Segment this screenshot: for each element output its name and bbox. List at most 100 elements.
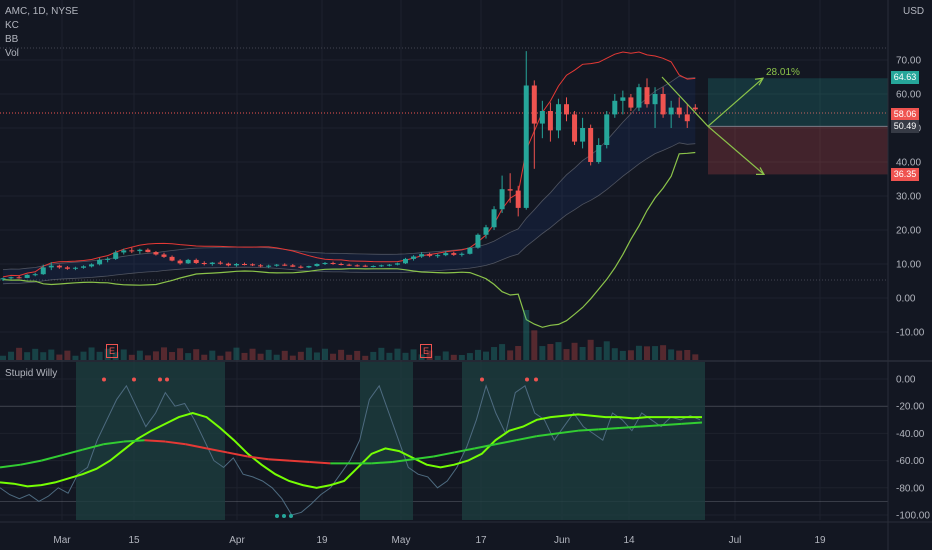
candle-body xyxy=(475,234,481,248)
volume-bar xyxy=(579,347,586,360)
volume-bar xyxy=(402,352,409,360)
candle-body xyxy=(330,262,336,264)
candle-body xyxy=(258,265,264,267)
chart-title[interactable]: AMC, 1D, NYSE xyxy=(5,6,79,17)
x-tick-label: 19 xyxy=(814,535,826,546)
candle-body xyxy=(209,262,215,264)
bands-layer xyxy=(2,51,696,328)
volume-bar xyxy=(152,351,159,360)
volume-bar xyxy=(370,351,377,360)
stop-zone xyxy=(708,126,888,175)
overbought-dot xyxy=(480,377,484,382)
volume-bar xyxy=(595,347,602,360)
volume-bar xyxy=(209,350,216,360)
volume-bars xyxy=(0,310,699,360)
volume-bar xyxy=(660,345,667,360)
volume-bar xyxy=(499,344,506,360)
volume-bar xyxy=(161,347,167,360)
volume-bar xyxy=(571,342,578,360)
oscillator-slow-segment xyxy=(226,451,248,458)
candle-body xyxy=(555,104,561,131)
volume-bar xyxy=(225,351,232,360)
candle-body xyxy=(16,277,22,279)
vol-legend[interactable]: Vol xyxy=(5,48,19,59)
volume-bar xyxy=(346,354,353,360)
earnings-marker-1[interactable]: E xyxy=(106,344,118,358)
volume-bar xyxy=(394,348,401,360)
oscillator-slow-segment xyxy=(371,460,393,465)
volume-bar xyxy=(305,347,312,360)
candle-body xyxy=(105,258,111,260)
volume-bar xyxy=(434,355,441,360)
candle-body xyxy=(129,250,135,252)
volume-bar xyxy=(563,349,570,360)
volume-bar xyxy=(313,352,320,360)
volume-bar xyxy=(24,352,31,360)
oscillator-slow-segment xyxy=(454,447,476,454)
overbought-dot xyxy=(102,377,106,382)
volume-bar xyxy=(523,310,530,360)
bb-upper-line xyxy=(2,51,696,278)
volume-bar xyxy=(128,354,135,360)
oscillator-slow-segment xyxy=(103,440,125,446)
bb-legend[interactable]: BB xyxy=(5,34,19,45)
oscillator-slow-segment xyxy=(20,459,42,466)
volume-bar xyxy=(587,339,594,360)
candle-body xyxy=(668,107,674,115)
volume-bar xyxy=(611,348,618,360)
volume-bar xyxy=(652,346,659,360)
candle-body xyxy=(290,265,296,267)
kc-legend[interactable]: KC xyxy=(5,20,19,31)
candle-body xyxy=(72,267,78,269)
volume-bar xyxy=(668,349,675,360)
candle-body xyxy=(483,227,489,235)
volume-bar xyxy=(0,355,6,360)
position-annotation[interactable] xyxy=(661,76,888,176)
volume-bar xyxy=(88,347,95,360)
candle-body xyxy=(185,259,191,264)
oscillator-slow-segment xyxy=(268,458,290,462)
candle-body xyxy=(137,249,143,252)
candle-body xyxy=(0,278,6,280)
volume-bar xyxy=(644,346,650,360)
volume-bar xyxy=(547,343,554,360)
oscillator-slow-segment xyxy=(660,422,682,427)
price-tag-stop: 36.35 xyxy=(891,168,919,181)
candle-body xyxy=(467,247,473,254)
volume-bar xyxy=(474,349,481,360)
target-zone xyxy=(708,78,888,127)
x-tick-label: May xyxy=(392,535,411,546)
osc-y-tick-label: 0.00 xyxy=(896,375,916,386)
y-tick-label: 30.00 xyxy=(896,192,921,203)
x-tick-label: Apr xyxy=(229,535,245,546)
volume-bar xyxy=(338,349,345,360)
volume-bar xyxy=(96,351,103,360)
candle-body xyxy=(362,265,368,267)
volume-bar xyxy=(330,353,337,360)
volume-bar xyxy=(120,349,127,360)
volume-bar xyxy=(619,350,626,360)
candle-body xyxy=(89,264,95,267)
volume-bar xyxy=(539,346,546,360)
volume-bar xyxy=(297,351,304,360)
candle-body xyxy=(298,266,304,268)
candle-body xyxy=(282,264,288,266)
oscillator-slow-segment xyxy=(598,426,620,431)
target-arrowhead xyxy=(754,77,765,86)
candle-body xyxy=(523,85,529,208)
earnings-marker-2[interactable]: E xyxy=(420,344,432,358)
volume-bar xyxy=(450,354,457,360)
y-tick-label: 0.00 xyxy=(896,294,916,305)
volume-bar xyxy=(257,353,264,360)
y-tick-label: 70.00 xyxy=(896,56,921,67)
volume-bar xyxy=(410,349,417,360)
volume-bar xyxy=(144,355,151,360)
price-tag-target: 64.63 xyxy=(891,71,919,84)
candle-body xyxy=(370,266,376,268)
candle-body xyxy=(435,255,441,257)
oversold-dot xyxy=(282,514,286,518)
candle-body xyxy=(644,87,650,105)
oscillator-title[interactable]: Stupid Willy xyxy=(5,368,58,379)
